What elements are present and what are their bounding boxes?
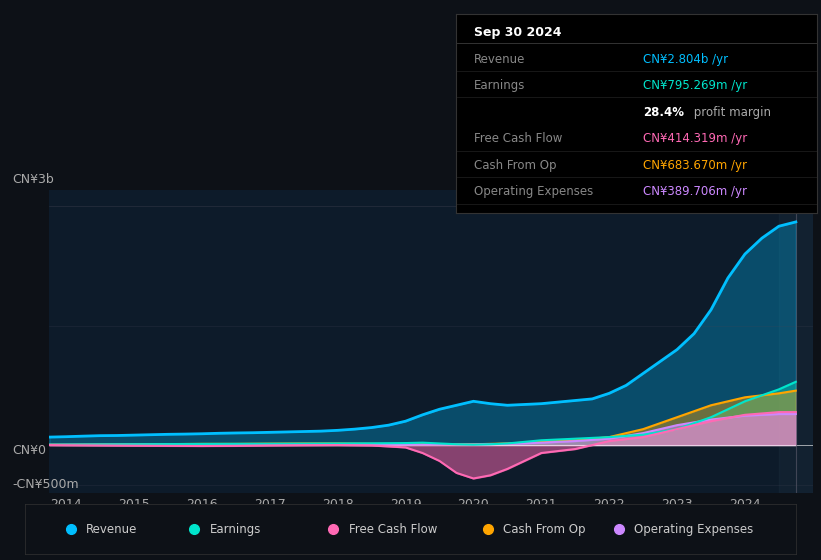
- Text: CN¥389.706m /yr: CN¥389.706m /yr: [644, 185, 747, 198]
- Text: Free Cash Flow: Free Cash Flow: [474, 132, 562, 145]
- Text: CN¥795.269m /yr: CN¥795.269m /yr: [644, 79, 748, 92]
- Text: Revenue: Revenue: [474, 53, 525, 66]
- Text: CN¥683.670m /yr: CN¥683.670m /yr: [644, 158, 747, 171]
- Text: CN¥0: CN¥0: [12, 444, 46, 458]
- Text: Sep 30 2024: Sep 30 2024: [474, 26, 562, 39]
- Text: CN¥2.804b /yr: CN¥2.804b /yr: [644, 53, 728, 66]
- Text: Cash From Op: Cash From Op: [474, 158, 556, 171]
- Text: Operating Expenses: Operating Expenses: [474, 185, 593, 198]
- Text: CN¥414.319m /yr: CN¥414.319m /yr: [644, 132, 748, 145]
- Text: Free Cash Flow: Free Cash Flow: [349, 522, 437, 536]
- Text: -CN¥500m: -CN¥500m: [12, 478, 79, 491]
- Text: Earnings: Earnings: [210, 522, 261, 536]
- Bar: [779, 190, 813, 493]
- Text: Earnings: Earnings: [474, 79, 525, 92]
- Text: Operating Expenses: Operating Expenses: [635, 522, 754, 536]
- Text: CN¥3b: CN¥3b: [12, 172, 54, 186]
- Text: 28.4%: 28.4%: [644, 106, 685, 119]
- Text: Revenue: Revenue: [86, 522, 138, 536]
- Text: profit margin: profit margin: [690, 106, 772, 119]
- Text: Cash From Op: Cash From Op: [503, 522, 585, 536]
